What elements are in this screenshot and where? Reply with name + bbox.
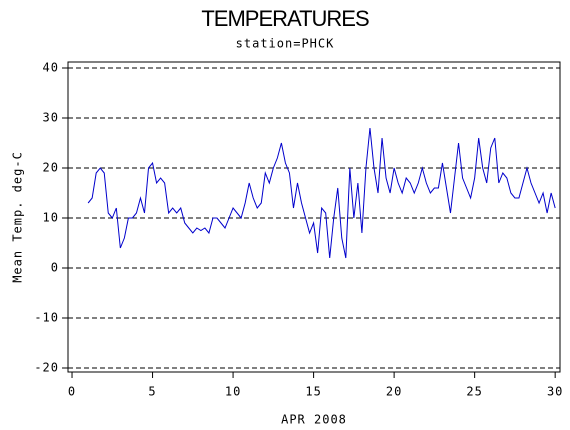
y-tick-label: -20 — [34, 361, 59, 375]
y-axis-label: Mean Temp. deg-C — [11, 151, 25, 283]
y-tick-label: 20 — [43, 161, 59, 175]
x-tick-label: 10 — [225, 385, 241, 399]
x-tick-label: 25 — [466, 385, 482, 399]
y-tick-label: 40 — [43, 61, 59, 75]
x-tick-label: 0 — [68, 385, 76, 399]
y-tick-label: 30 — [43, 111, 59, 125]
x-axis-label: APR 2008 — [281, 413, 347, 427]
x-tick-label: 15 — [305, 385, 321, 399]
chart-subtitle: station=PHCK — [236, 37, 335, 51]
data-line — [87, 127, 556, 259]
y-tick-label: 10 — [43, 211, 59, 225]
x-tick-label: 20 — [386, 385, 402, 399]
plot-frame — [67, 61, 561, 373]
y-tick-label: 0 — [51, 261, 59, 275]
y-tick-label: -10 — [34, 311, 59, 325]
chart-title: TEMPERATURES — [201, 6, 369, 31]
x-tick-label: 5 — [148, 385, 156, 399]
x-tick-label: 30 — [547, 385, 563, 399]
